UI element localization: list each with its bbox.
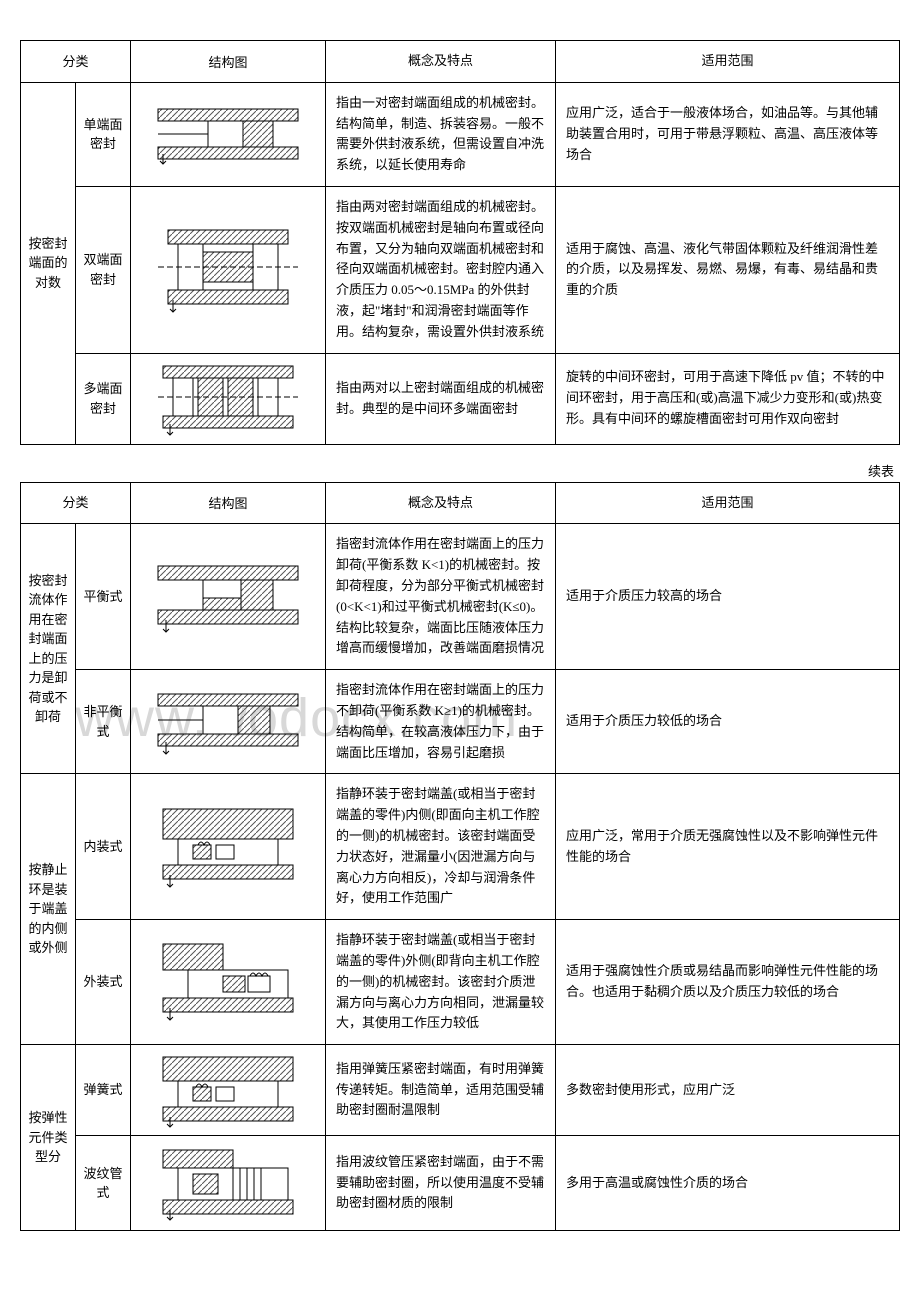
scope-cell: 多数密封使用形式，应用广泛 — [556, 1045, 900, 1136]
scope-cell: 旋转的中间环密封，可用于高速下降低 pv 值；不转的中间环密封，用于高压和(或)… — [556, 353, 900, 444]
spring-seal-diagram — [148, 1051, 308, 1129]
header-diagram: 结构图 — [131, 482, 326, 524]
single-seal-diagram — [148, 99, 308, 169]
classification-table-2: 分类 结构图 概念及特点 适用范围 按密封流体作用在密封端面上的压力是卸荷或不卸… — [20, 482, 900, 1232]
table-header-row: 分类 结构图 概念及特点 适用范围 — [21, 482, 900, 524]
bellows-seal-diagram — [148, 1142, 308, 1224]
diagram-cell — [131, 1045, 326, 1136]
table1-body: 按密封端面的对数 单端面密封 指由一对密封端面组成的机械密封。结构简单，制造、拆… — [21, 82, 900, 444]
subcat-cell: 平衡式 — [76, 524, 131, 670]
table-row: 波纹管式 指用波纹管压紧密封端面，由于不需要辅助密封圈，所以使用温度不受辅助密封… — [21, 1136, 900, 1231]
concept-cell: 指由一对密封端面组成的机械密封。结构简单，制造、拆装容易。一般不需要外供封液系统… — [326, 82, 556, 186]
subcat-cell: 双端面密封 — [76, 186, 131, 353]
scope-cell: 适用于强腐蚀性介质或易结晶而影响弹性元件性能的场合。也适用于黏稠介质以及介质压力… — [556, 920, 900, 1045]
continued-label: 续表 — [20, 459, 900, 482]
header-scope: 适用范围 — [556, 482, 900, 524]
table-row: 按密封流体作用在密封端面上的压力是卸荷或不卸荷 平衡式 指密封流体作用在密封端面… — [21, 524, 900, 670]
header-category: 分类 — [21, 482, 131, 524]
table-row: 按弹性元件类型分 弹簧式 指用弹簧压紧密封端面，有时用弹簧传递转矩。制造简单，适… — [21, 1045, 900, 1136]
scope-cell: 应用广泛，适合于一般液体场合，如油品等。与其他辅助装置合用时，可用于带悬浮颗粒、… — [556, 82, 900, 186]
subcat-cell: 波纹管式 — [76, 1136, 131, 1231]
diagram-cell — [131, 670, 326, 774]
scope-cell: 适用于介质压力较低的场合 — [556, 670, 900, 774]
subcat-cell: 弹簧式 — [76, 1045, 131, 1136]
diagram-cell — [131, 82, 326, 186]
scope-cell: 应用广泛，常用于介质无强腐蚀性以及不影响弹性元件性能的场合 — [556, 774, 900, 920]
concept-cell: 指静环装于密封端盖(或相当于密封端盖的零件)外侧(即背向主机工作腔的一侧)的机械… — [326, 920, 556, 1045]
scope-cell: 适用于腐蚀、高温、液化气带固体颗粒及纤维润滑性差的介质，以及易挥发、易燃、易爆，… — [556, 186, 900, 353]
concept-cell: 指由两对密封端面组成的机械密封。按双端面机械密封是轴向布置或径向布置，又分为轴向… — [326, 186, 556, 353]
table2-wrapper: www.wodocx.com 分类 结构图 概念及特点 适用范围 按密封流体作用… — [20, 482, 900, 1232]
subcat-cell: 外装式 — [76, 920, 131, 1045]
group-label: 按弹性元件类型分 — [21, 1045, 76, 1231]
unbalanced-seal-diagram — [148, 686, 308, 758]
concept-cell: 指用弹簧压紧密封端面，有时用弹簧传递转矩。制造简单，适用范围受辅助密封圈耐温限制 — [326, 1045, 556, 1136]
scope-cell: 多用于高温或腐蚀性介质的场合 — [556, 1136, 900, 1231]
concept-cell: 指由两对以上密封端面组成的机械密封。典型的是中间环多端面密封 — [326, 353, 556, 444]
table-row: 外装式 指静环装于密封端盖(或相当于密封端盖的零件)外侧(即背向主机工作腔的一侧… — [21, 920, 900, 1045]
concept-cell: 指密封流体作用在密封端面上的压力不卸荷(平衡系数 K≥1)的机械密封。结构简单，… — [326, 670, 556, 774]
group-label: 按静止环是装于端盖的内侧或外侧 — [21, 774, 76, 1045]
subcat-cell: 多端面密封 — [76, 353, 131, 444]
double-seal-diagram — [148, 222, 308, 317]
diagram-cell — [131, 353, 326, 444]
subcat-cell: 单端面密封 — [76, 82, 131, 186]
multi-seal-diagram — [148, 360, 308, 438]
group-label: 按密封流体作用在密封端面上的压力是卸荷或不卸荷 — [21, 524, 76, 774]
table-row: 按静止环是装于端盖的内侧或外侧 内装式 指静环装于密封端盖(或相当于密封端盖的零… — [21, 774, 900, 920]
concept-cell: 指静环装于密封端盖(或相当于密封端盖的零件)内侧(即面向主机工作腔的一侧)的机械… — [326, 774, 556, 920]
table-row: 双端面密封 指由两对密封端面组成的机械密封。按双端面机械密封是轴向布置或径向布置… — [21, 186, 900, 353]
subcat-cell: 非平衡式 — [76, 670, 131, 774]
table-row: 按密封端面的对数 单端面密封 指由一对密封端面组成的机械密封。结构简单，制造、拆… — [21, 82, 900, 186]
scope-cell: 适用于介质压力较高的场合 — [556, 524, 900, 670]
header-concept: 概念及特点 — [326, 41, 556, 83]
header-category: 分类 — [21, 41, 131, 83]
balanced-seal-diagram — [148, 558, 308, 636]
table-row: 非平衡式 指密封流体作用在密封端面上的压力不卸荷(平衡系数 K≥1)的机械密封。… — [21, 670, 900, 774]
diagram-cell — [131, 186, 326, 353]
concept-cell: 指用波纹管压紧密封端面，由于不需要辅助密封圈，所以使用温度不受辅助密封圈材质的限… — [326, 1136, 556, 1231]
table1-wrapper: 分类 结构图 概念及特点 适用范围 按密封端面的对数 单端面密封 指由一对密封 — [20, 40, 900, 445]
diagram-cell — [131, 1136, 326, 1231]
header-diagram: 结构图 — [131, 41, 326, 83]
diagram-cell — [131, 920, 326, 1045]
classification-table-1: 分类 结构图 概念及特点 适用范围 按密封端面的对数 单端面密封 指由一对密封 — [20, 40, 900, 445]
subcat-cell: 内装式 — [76, 774, 131, 920]
header-concept: 概念及特点 — [326, 482, 556, 524]
table-row: 多端面密封 指由两对以上密封端面组成的机械密封。典型的是中间环多端面密封 旋转的… — [21, 353, 900, 444]
group-label: 按密封端面的对数 — [21, 82, 76, 444]
diagram-cell — [131, 774, 326, 920]
header-scope: 适用范围 — [556, 41, 900, 83]
diagram-cell — [131, 524, 326, 670]
external-seal-diagram — [148, 938, 308, 1026]
concept-cell: 指密封流体作用在密封端面上的压力卸荷(平衡系数 K<1)的机械密封。按卸荷程度，… — [326, 524, 556, 670]
table2-body: 按密封流体作用在密封端面上的压力是卸荷或不卸荷 平衡式 指密封流体作用在密封端面… — [21, 524, 900, 1231]
table-header-row: 分类 结构图 概念及特点 适用范围 — [21, 41, 900, 83]
internal-seal-diagram — [148, 803, 308, 891]
